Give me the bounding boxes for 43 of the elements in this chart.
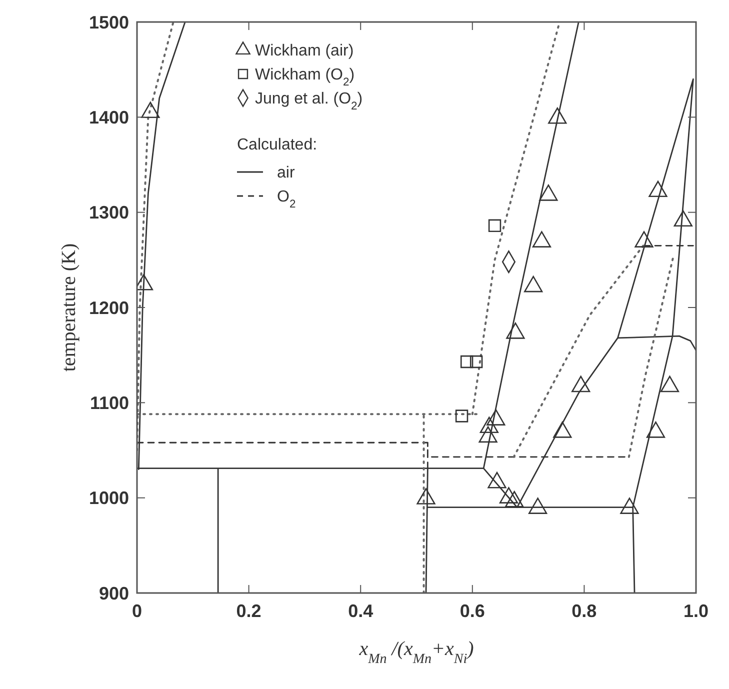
point <box>572 376 590 392</box>
point <box>486 409 506 426</box>
legend-title: Calculated: <box>237 136 318 154</box>
point <box>553 422 572 438</box>
x-tick-label: 0.8 <box>572 601 597 621</box>
legend-label: Wickham (O$_{2}$) <box>255 66 355 89</box>
point <box>141 102 160 118</box>
point <box>478 426 498 443</box>
legend-label: Jung et al. (O$_{2}$) <box>255 90 363 113</box>
y-tick-label: 1200 <box>88 298 129 318</box>
point <box>480 416 498 434</box>
point <box>620 498 639 514</box>
x-tick-label: 0.6 <box>460 601 485 621</box>
y-axis-title: temperature (K) <box>58 243 80 372</box>
point <box>506 322 525 339</box>
point <box>524 276 543 292</box>
y-tick-label: 1100 <box>90 392 129 413</box>
point <box>646 422 666 438</box>
point <box>634 231 654 248</box>
point <box>488 472 506 488</box>
point <box>660 376 680 392</box>
x-tick-label: 0.4 <box>348 601 374 621</box>
legend-label: Wickham (air) <box>255 42 354 60</box>
x-axis-title: x$_{Mn}$ /(x$_{Mn}$+x$_{Ni}$) <box>358 638 474 666</box>
y-tick-label: 1500 <box>88 12 129 32</box>
point <box>548 107 567 124</box>
point <box>674 210 692 227</box>
legend-label: air <box>277 164 296 182</box>
point <box>505 490 524 508</box>
point <box>539 184 558 201</box>
y-tick-label: 1000 <box>88 488 129 508</box>
x-tick-label: 1.0 <box>683 601 709 621</box>
legend-label: O$_{2}$ <box>277 188 296 211</box>
y-tick-label: 1400 <box>88 107 129 128</box>
y-tick-label: 1300 <box>88 202 129 223</box>
point <box>648 180 668 198</box>
point <box>499 487 518 504</box>
x-tick-label: 0.2 <box>236 601 262 621</box>
point <box>532 231 552 248</box>
point <box>416 488 436 504</box>
x-tick-label: 0 <box>132 601 142 621</box>
point <box>528 498 548 514</box>
y-tick-label: 900 <box>98 583 129 604</box>
